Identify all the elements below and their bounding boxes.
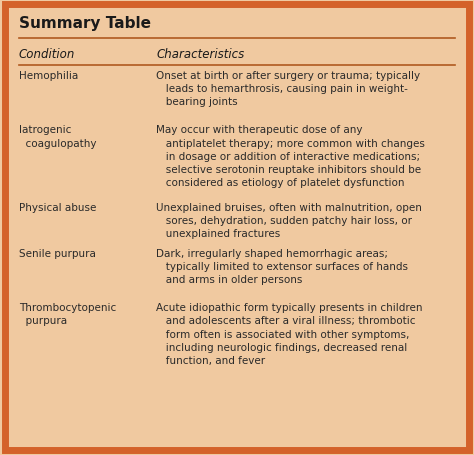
Text: Iatrogenic
  coagulopathy: Iatrogenic coagulopathy [19,125,97,148]
Text: Summary Table: Summary Table [19,16,151,31]
Text: Thrombocytopenic
  purpura: Thrombocytopenic purpura [19,303,116,326]
Text: Characteristics: Characteristics [156,48,245,61]
FancyBboxPatch shape [5,5,469,450]
Text: Senile purpura: Senile purpura [19,248,96,258]
Text: Acute idiopathic form typically presents in children
   and adolescents after a : Acute idiopathic form typically presents… [156,303,423,365]
Text: May occur with therapeutic dose of any
   antiplatelet therapy; more common with: May occur with therapeutic dose of any a… [156,125,425,188]
Text: Unexplained bruises, often with malnutrition, open
   sores, dehydration, sudden: Unexplained bruises, often with malnutri… [156,202,422,239]
Text: Hemophilia: Hemophilia [19,71,78,81]
Text: Dark, irregularly shaped hemorrhagic areas;
   typically limited to extensor sur: Dark, irregularly shaped hemorrhagic are… [156,248,409,284]
Text: Onset at birth or after surgery or trauma; typically
   leads to hemarthrosis, c: Onset at birth or after surgery or traum… [156,71,420,107]
Text: Physical abuse: Physical abuse [19,202,96,212]
Text: Condition: Condition [19,48,75,61]
